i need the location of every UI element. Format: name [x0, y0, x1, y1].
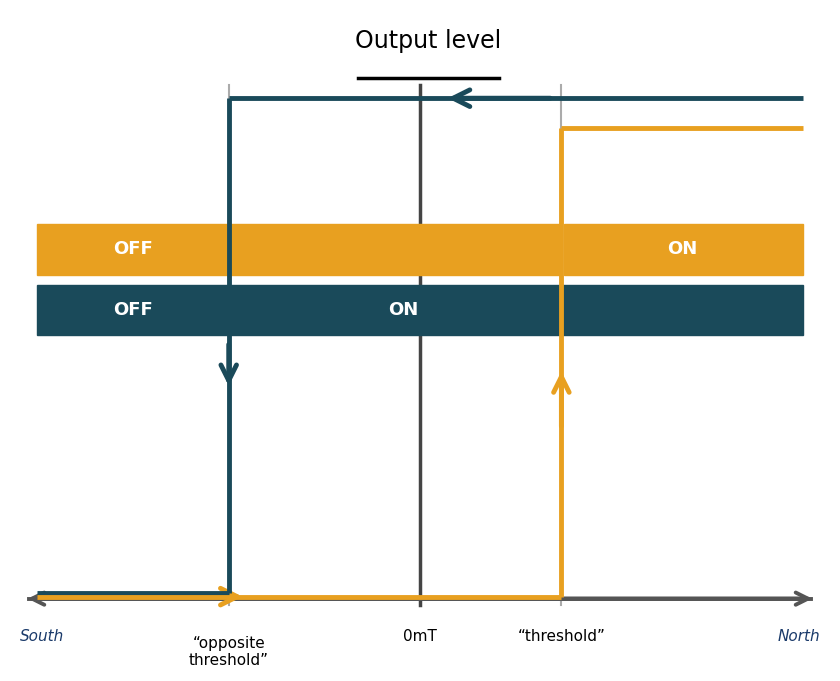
- Bar: [38, 224, 228, 274]
- Text: South: South: [19, 629, 64, 644]
- Text: “opposite
threshold”: “opposite threshold”: [189, 635, 269, 668]
- Bar: [228, 224, 561, 274]
- Text: “threshold”: “threshold”: [517, 629, 606, 644]
- Text: OFF: OFF: [113, 301, 153, 319]
- Text: OFF: OFF: [113, 240, 153, 258]
- Text: Output level: Output level: [355, 29, 501, 53]
- Text: 0mT: 0mT: [403, 629, 437, 644]
- Bar: [38, 285, 228, 335]
- Bar: [564, 224, 802, 274]
- Bar: [231, 285, 802, 335]
- Text: ON: ON: [667, 240, 697, 258]
- Text: ON: ON: [388, 301, 418, 319]
- Text: North: North: [777, 629, 820, 644]
